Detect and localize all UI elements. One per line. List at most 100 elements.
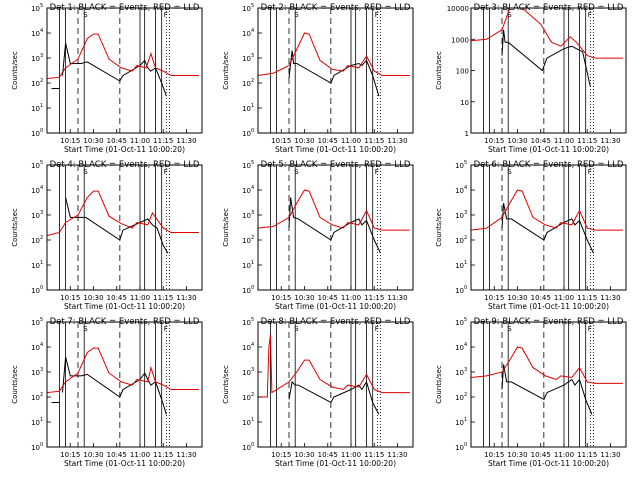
y-axis-label: Counts/sec [435, 208, 443, 247]
y-tick-exponent: 3 [40, 53, 43, 59]
y-tick-label: 10 [242, 444, 251, 452]
y-tick-label: 10 [31, 444, 40, 452]
y-tick-label: 100 [456, 68, 469, 76]
y-axis-label: Counts/sec [435, 51, 443, 90]
y-tick-exponent: 0 [40, 285, 43, 291]
x-axis-ticks: 10:15 10:30 10:45 11:00 11:15 11:30 [60, 443, 197, 459]
x-tick-label: 11:00 [554, 137, 574, 145]
y-tick-exponent: 3 [464, 210, 467, 216]
lld-series-line [470, 7, 623, 59]
x-axis-label: Start Time (01-Oct-11 10:00:20) [64, 459, 185, 468]
x-tick-label: 11:15 [364, 137, 384, 145]
y-tick-label: 10 [242, 369, 251, 377]
x-tick-label: 10:30 [507, 294, 527, 302]
x-tick-label: 11:15 [153, 137, 173, 145]
x-tick-label: 10:45 [531, 294, 551, 302]
x-tick-label: 11:00 [130, 451, 150, 459]
marker-letter-f: F [588, 11, 592, 19]
marker-letter-s: S [83, 168, 88, 176]
y-axis-label: Counts/sec [435, 365, 443, 404]
y-tick-label: 10 [31, 419, 40, 427]
x-tick-label: 11:00 [130, 137, 150, 145]
y-tick-label: 10 [31, 5, 40, 13]
y-tick-label: 10 [455, 287, 464, 295]
lld-series-line [470, 189, 623, 231]
marker-letter-f: F [588, 168, 592, 176]
marker-lines [59, 8, 170, 133]
y-tick-exponent: 5 [464, 317, 467, 323]
x-tick-label: 10:30 [507, 451, 527, 459]
events-series-line [51, 42, 167, 97]
y-tick-exponent: 0 [464, 285, 467, 291]
y-axis-label: Counts/sec [222, 365, 230, 404]
marker-lines [269, 8, 381, 133]
y-tick-exponent: 4 [251, 185, 254, 191]
marker-lines [482, 322, 594, 447]
y-tick-label: 10 [242, 105, 251, 113]
plot-frame [257, 321, 414, 448]
x-tick-label: 11:30 [176, 137, 196, 145]
y-tick-exponent: 2 [464, 235, 467, 241]
y-tick-exponent: 5 [251, 317, 254, 323]
y-tick-label: 1 [465, 130, 469, 138]
plot-frame [46, 7, 203, 134]
x-tick-label: 10:30 [294, 451, 314, 459]
plot-frame [257, 164, 414, 291]
marker-lines [482, 165, 594, 290]
y-tick-exponent: 1 [464, 417, 467, 423]
x-axis-ticks: 10:15 10:30 10:45 11:00 11:15 11:30 [271, 129, 408, 145]
y-tick-label: 10 [31, 30, 40, 38]
y-tick-exponent: 3 [251, 53, 254, 59]
x-axis-label: Start Time (01-Oct-11 10:00:20) [488, 459, 609, 468]
y-tick-exponent: 4 [40, 342, 43, 348]
marker-lines [482, 8, 594, 133]
y-tick-label: 10 [455, 444, 464, 452]
x-tick-label: 11:30 [387, 451, 407, 459]
marker-letter-f: F [588, 325, 592, 333]
y-tick-exponent: 5 [40, 3, 43, 9]
y-tick-label: 10 [31, 187, 40, 195]
y-tick-label: 10 [242, 319, 251, 327]
lld-series-line [470, 346, 623, 384]
y-tick-label: 10 [455, 369, 464, 377]
x-axis-ticks: 10:15 10:30 10:45 11:00 11:15 11:30 [60, 129, 197, 145]
events-series-line [51, 356, 167, 415]
y-axis-label: Counts/sec [11, 208, 19, 247]
y-tick-exponent: 0 [464, 442, 467, 448]
y-tick-label: 10 [242, 5, 251, 13]
y-tick-label: 10 [242, 287, 251, 295]
x-tick-label: 10:45 [318, 451, 338, 459]
y-tick-exponent: 3 [251, 367, 254, 373]
y-tick-exponent: 3 [40, 367, 43, 373]
y-tick-label: 10 [455, 319, 464, 327]
marker-letter-s: S [294, 11, 299, 19]
x-axis-ticks: 10:15 10:30 10:45 11:00 11:15 11:30 [60, 286, 197, 302]
y-tick-label: 10 [455, 419, 464, 427]
x-tick-label: 11:30 [600, 294, 620, 302]
y-tick-exponent: 2 [251, 78, 254, 84]
y-tick-label: 10 [31, 394, 40, 402]
y-axis-ticks: 1 10 100 1000 10000 [447, 5, 475, 138]
y-tick-label: 10000 [447, 5, 469, 13]
x-tick-label: 11:30 [387, 294, 407, 302]
lld-series-line [258, 335, 410, 398]
x-tick-label: 11:15 [364, 294, 384, 302]
marker-letter-s: S [83, 11, 88, 19]
lld-series-line [46, 190, 199, 237]
y-tick-label: 10 [242, 344, 251, 352]
y-tick-label: 10 [31, 105, 40, 113]
y-axis-label: Counts/sec [222, 208, 230, 247]
y-tick-exponent: 4 [464, 342, 467, 348]
y-tick-label: 10 [31, 287, 40, 295]
y-tick-label: 10 [242, 30, 251, 38]
x-axis-label: Start Time (01-Oct-11 10:00:20) [488, 145, 609, 154]
